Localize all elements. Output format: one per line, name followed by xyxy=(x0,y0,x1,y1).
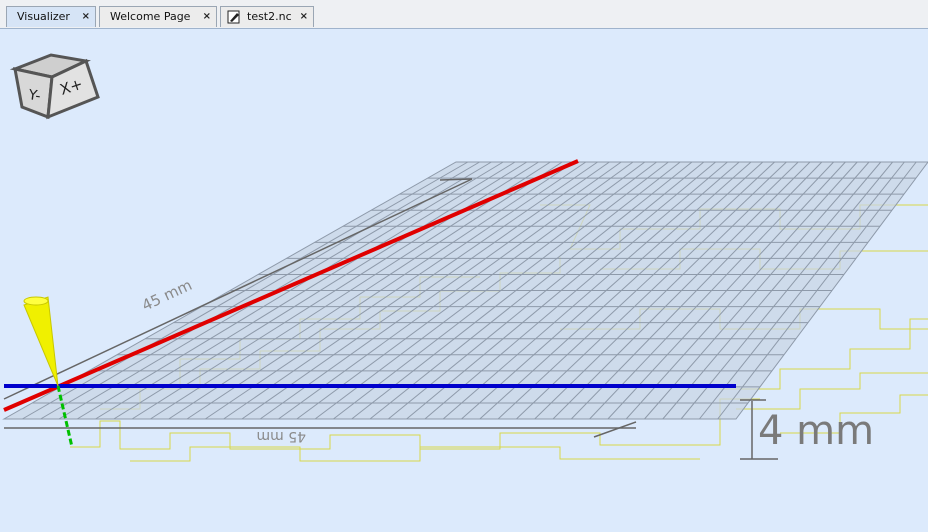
grid-line xyxy=(259,161,622,420)
grid-line xyxy=(333,161,669,420)
x-axis-line xyxy=(3,159,579,412)
visualizer-viewport[interactable]: Y- X+ 45 mm 45 mm 4 mm xyxy=(0,29,928,532)
grid-line xyxy=(497,161,775,420)
tool-cone-icon xyxy=(23,296,59,387)
dimension-lines xyxy=(3,178,778,460)
view-cube-front-label: Y- xyxy=(26,87,41,105)
grid-line xyxy=(76,161,504,420)
height-dimension-label: 4 mm xyxy=(758,408,874,454)
grid-line xyxy=(717,161,917,420)
grid-line xyxy=(479,161,764,420)
tab-test2-nc-label: test2.nc xyxy=(247,10,292,23)
grid-line xyxy=(40,161,480,420)
toolpath-segment xyxy=(780,394,928,434)
grid-line xyxy=(534,161,799,420)
grid-line xyxy=(442,161,740,420)
toolpath-segment xyxy=(720,318,928,390)
grid-line xyxy=(223,161,598,420)
scene-canvas[interactable]: Y- X+ 45 mm 45 mm 4 mm xyxy=(0,29,928,532)
grid-line xyxy=(241,161,610,420)
tab-welcome-page-label: Welcome Page xyxy=(110,10,191,23)
grid-line xyxy=(351,161,681,420)
tab-visualizer-label: Visualizer xyxy=(17,10,70,23)
grid-line xyxy=(150,161,551,420)
close-icon[interactable]: × xyxy=(81,11,90,22)
grid-line xyxy=(387,161,705,420)
toolpath-segment xyxy=(70,398,760,450)
close-icon[interactable]: × xyxy=(299,11,308,22)
view-cube[interactable]: Y- X+ xyxy=(9,53,100,120)
grid-line xyxy=(113,161,528,420)
tab-bar: Visualizer × Welcome Page × test2.nc × xyxy=(0,0,928,29)
toolpath-segment xyxy=(736,372,928,410)
grid-line xyxy=(369,161,693,420)
grid-line xyxy=(589,161,834,420)
grid-line xyxy=(516,161,787,420)
grid-line xyxy=(22,161,469,420)
grid-line xyxy=(424,161,728,420)
grid-line xyxy=(552,161,811,420)
tab-visualizer[interactable]: Visualizer × xyxy=(6,6,96,27)
tab-welcome-page[interactable]: Welcome Page × xyxy=(99,6,217,27)
grid-line xyxy=(186,161,575,420)
grid-line xyxy=(662,161,882,420)
width-dimension-label: 45 mm xyxy=(256,428,306,444)
stock-grid xyxy=(2,161,928,420)
grid-line xyxy=(168,161,563,420)
grid-line xyxy=(205,161,587,420)
grid-line xyxy=(278,161,634,420)
edit-file-icon xyxy=(227,10,240,24)
toolpath-segment xyxy=(130,446,700,462)
grid-line xyxy=(314,161,657,420)
grid-line xyxy=(131,161,539,420)
grid-line xyxy=(95,161,516,420)
z-axis-line xyxy=(56,385,74,448)
grid-line xyxy=(461,161,752,420)
grid-line xyxy=(406,161,716,420)
grid-line xyxy=(570,161,823,420)
close-icon[interactable]: × xyxy=(202,11,211,22)
grid-line xyxy=(607,161,846,420)
grid-line xyxy=(680,161,893,420)
grid-line xyxy=(296,161,646,420)
grid-line xyxy=(644,161,870,420)
tab-test2-nc[interactable]: test2.nc × xyxy=(220,6,314,27)
grid-line xyxy=(699,161,905,420)
depth-dimension-label: 45 mm xyxy=(139,276,195,315)
grid-line xyxy=(625,161,858,420)
